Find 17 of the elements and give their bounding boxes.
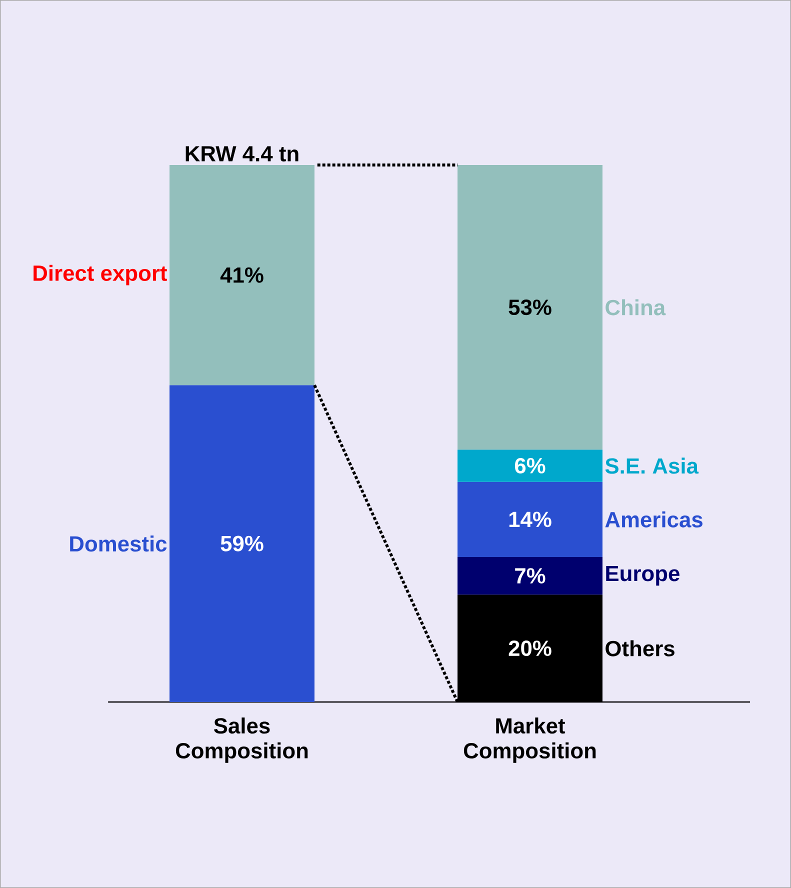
series-label: China [606,299,666,316]
series-label: Domestic [70,536,167,552]
data-label: 59% [220,536,264,552]
data-label: 20% [508,640,552,656]
x-tick-label: Sales Composition [176,718,308,763]
data-label: 53% [508,300,552,316]
series-label: Direct export [34,264,168,286]
series-label: Americas [605,511,702,528]
annotation: KRW 4.4 tn [186,146,298,162]
series-label: S.E. Asia [605,458,699,474]
data-label: 6% [514,458,546,474]
data-label: 41% [220,267,264,283]
series-label: Others [606,640,674,656]
data-label: 14% [509,512,552,528]
data-label: 7% [515,568,546,584]
series-label: Europe [606,566,680,586]
x-tick-label: Market Composition [464,718,596,763]
